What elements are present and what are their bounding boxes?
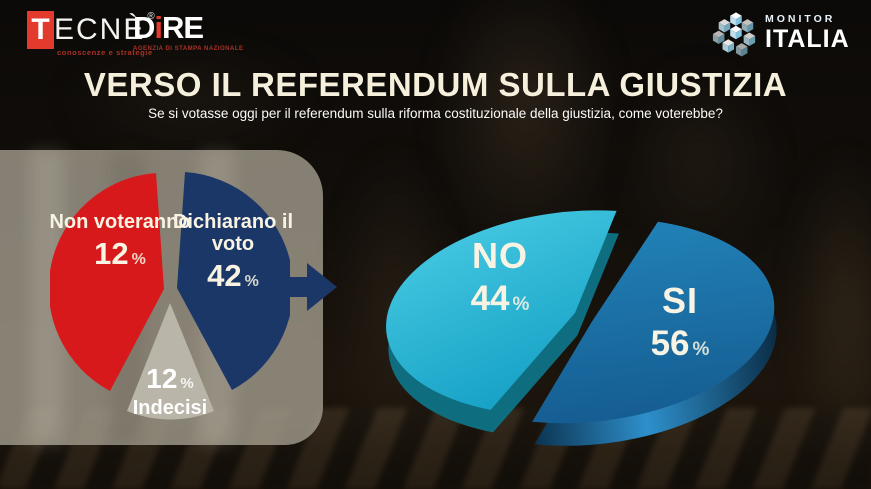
slice-label: Dichiarano il voto (172, 211, 294, 255)
monitor-label: MONITOR (765, 12, 836, 25)
dire-letter: D (133, 10, 155, 45)
tecne-logo: T ECNÈ ® conoscenze e strategie (27, 11, 155, 57)
slice-value: 12 (146, 363, 178, 394)
slice-value: 56 (650, 323, 690, 363)
pie-slice-indecisi (127, 303, 214, 420)
slice-label: SI (661, 280, 698, 321)
label-non-voteranno: Non voteranno 12 % (40, 211, 200, 271)
dire-letters: RE (162, 10, 204, 45)
percent-sign: % (244, 273, 259, 290)
italia-label: ITALIA (765, 25, 850, 54)
pie-slice-no (386, 210, 617, 410)
registered-mark: ® (147, 11, 155, 22)
slice-label: Indecisi (132, 396, 208, 419)
tecne-logo-t-block: T (27, 11, 54, 49)
dire-wordmark: DiRE (133, 12, 244, 43)
dire-logo: DiRE AGENZIA DI STAMPA NAZIONALE (133, 12, 244, 52)
slice-label: NO (472, 235, 528, 276)
slice-value: 42 (207, 258, 242, 293)
arrow-right-icon (283, 263, 337, 311)
pie-slice-si (532, 221, 775, 424)
dire-tagline: AGENZIA DI STAMPA NAZIONALE (133, 46, 244, 52)
monitor-italia-logo: MONITOR ITALIA (711, 8, 850, 58)
percent-sign: % (131, 251, 146, 268)
slice-value: 12 (94, 236, 129, 271)
tecne-tagline: conoscenze e strategie (57, 48, 153, 57)
percent-sign: % (180, 375, 194, 392)
vote-pie-chart (386, 210, 777, 446)
pie-slice-non-voteranno (50, 173, 164, 391)
turnout-pie-chart (50, 172, 290, 420)
label-indecisi: 12 % Indecisi (95, 363, 245, 419)
page-title: VERSO IL REFERENDUM SULLA GIUSTIZIA (83, 66, 788, 103)
label-no: NO 44 % (420, 236, 580, 318)
dire-letter-i: i (154, 10, 163, 45)
label-dichiarano-il-voto: Dichiarano il voto 42 % (158, 211, 308, 293)
slice-label: Non voteranno (49, 211, 191, 233)
percent-sign: % (692, 338, 710, 360)
slice-value: 44 (470, 278, 510, 318)
tecne-logo-wordmark: ECNÈ (54, 13, 146, 46)
page-subtitle: Se si votasse oggi per il referendum sul… (148, 106, 723, 121)
percent-sign: % (512, 293, 530, 315)
cubes-icon (712, 12, 756, 57)
pie-slice-dichiarano-il-voto (177, 172, 290, 390)
label-si: SI 56 % (600, 281, 760, 363)
